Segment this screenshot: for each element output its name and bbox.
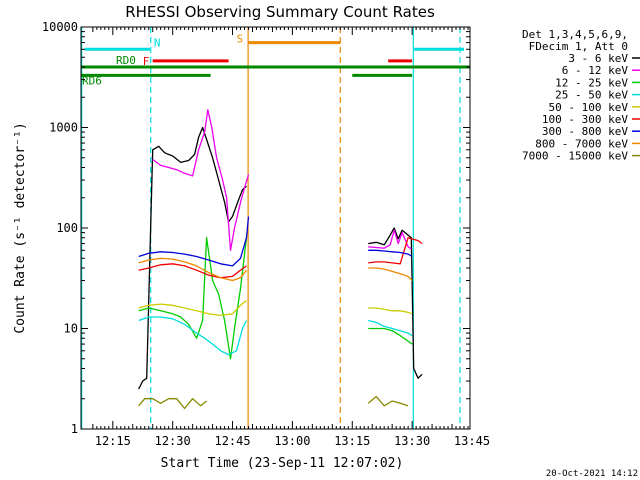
plot-frame	[80, 26, 471, 430]
x-tick-label: 13:15	[334, 434, 370, 448]
vertical-markers	[81, 27, 461, 429]
series-4-segment-1	[368, 307, 413, 315]
y-tick-label: 10	[64, 322, 78, 336]
y-tick-label: 10000	[42, 20, 78, 34]
series-6-segment-1	[368, 249, 413, 258]
x-tick-label: 12:15	[95, 434, 131, 448]
series-8-segment-0	[138, 398, 208, 410]
y-tick-label: 1000	[49, 121, 78, 135]
chart-title: RHESSI Observing Summary Count Rates	[125, 3, 435, 21]
series-6-segment-0	[138, 216, 250, 267]
series-2-segment-0	[138, 237, 248, 360]
flag-label-rd0: RD0	[116, 54, 136, 67]
x-tick-label: 13:45	[454, 434, 490, 448]
y-axis-label: Count Rate (s⁻¹ detector⁻¹)	[13, 122, 28, 333]
series-3-segment-1	[368, 319, 413, 337]
y-tick-label: 1	[71, 422, 78, 436]
legend-entry-label: 100 - 300 keV	[542, 113, 628, 126]
legend-entry-label: 800 - 7000 keV	[535, 137, 628, 150]
legend-entry-label: 300 - 800 keV	[542, 125, 628, 138]
series-4-segment-0	[138, 299, 247, 317]
flag-label-f: F	[143, 55, 150, 68]
x-axis-label: Start Time (23-Sep-11 12:07:02)	[161, 456, 404, 471]
flag-bars: N S F RD0 RD6	[81, 33, 470, 87]
x-tick-label: 12:30	[155, 434, 191, 448]
legend-entry-label: 6 - 12 keV	[562, 64, 629, 77]
flag-label-n: N	[154, 36, 161, 49]
series-8-segment-1	[367, 395, 409, 407]
timestamp: 20-Oct-2021 14:12	[546, 469, 638, 479]
x-tick-label: 13:30	[394, 434, 430, 448]
flag-label-rd6: RD6	[82, 74, 102, 87]
series-0-segment-0	[138, 126, 247, 390]
legend-entry-label: 3 - 6 keV	[568, 52, 628, 65]
series-7-segment-0	[138, 257, 248, 282]
flag-label-s: S	[237, 33, 244, 46]
series-1-segment-0	[152, 109, 250, 251]
series-5-segment-1	[368, 237, 423, 265]
series-0-segment-1	[368, 227, 423, 379]
legend-header: Det 1,3,4,5,6,9,	[522, 28, 628, 41]
data-series	[138, 109, 423, 410]
legend-entry-label: 25 - 50 keV	[555, 89, 628, 102]
legend-entry-label: 12 - 25 keV	[555, 76, 628, 89]
series-5-segment-0	[138, 263, 247, 279]
legend-header: FDecim 1, Att 0	[529, 40, 628, 53]
legend-entry-label: 7000 - 15000 keV	[522, 150, 628, 163]
series-2-segment-1	[368, 327, 413, 345]
series-3-segment-0	[138, 316, 248, 356]
legend: Det 1,3,4,5,6,9,FDecim 1, Att 03 - 6 keV…	[522, 28, 640, 163]
legend-entry-label: 50 - 100 keV	[549, 101, 629, 114]
x-tick-label: 12:45	[214, 434, 250, 448]
y-axis: 1 10 100 1000 10000	[42, 20, 470, 436]
x-tick-label: 13:00	[274, 434, 310, 448]
series-7-segment-1	[368, 267, 413, 281]
x-axis: 12:15 12:30 12:45 13:00 13:15 13:30 13:45	[92, 27, 490, 448]
y-tick-label: 100	[56, 221, 78, 235]
